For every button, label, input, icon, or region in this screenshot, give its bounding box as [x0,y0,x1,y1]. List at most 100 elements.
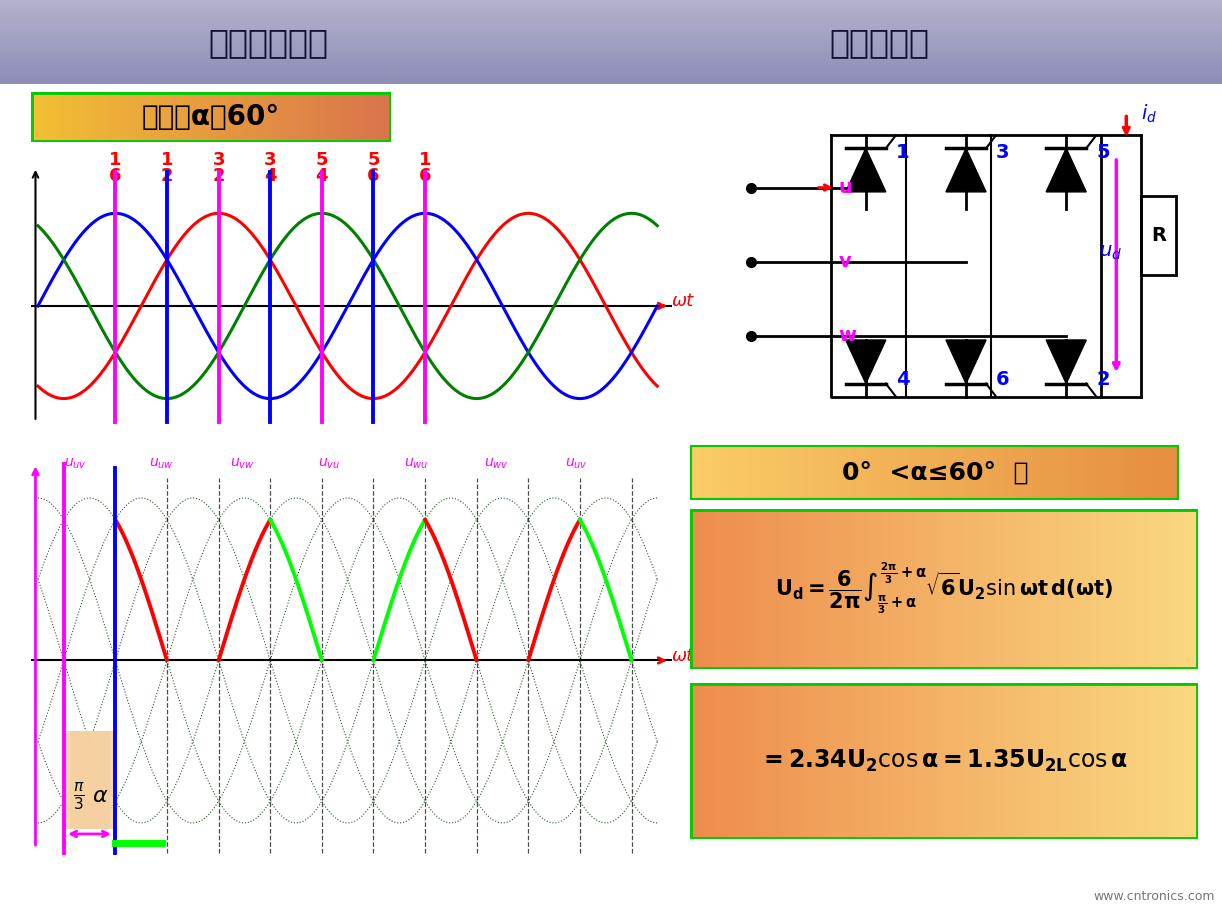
Bar [843,683,848,839]
Bar [1188,509,1193,669]
Bar [954,683,959,839]
Bar [752,683,756,839]
Bar [930,445,935,500]
Bar [276,92,280,142]
Bar [1009,509,1015,669]
Bar [759,445,764,500]
Bar [1075,683,1081,839]
Bar [749,445,754,500]
Bar [730,445,734,500]
Text: $u_{vu}$: $u_{vu}$ [318,457,340,470]
Text: 3: 3 [996,143,1009,162]
Bar [1125,445,1130,500]
Bar [910,445,915,500]
Bar [323,92,326,142]
Bar [197,92,200,142]
Bar [736,509,741,669]
Text: 6: 6 [367,167,380,185]
Bar [891,445,896,500]
Bar [731,683,736,839]
Bar [117,92,121,142]
Bar [959,509,964,669]
Bar [802,683,807,839]
Bar [964,683,969,839]
Bar [282,92,286,142]
Bar [857,445,862,500]
Bar [813,509,818,669]
Bar [934,509,938,669]
Bar [938,509,943,669]
Bar [940,445,945,500]
Bar [793,445,798,500]
Bar [34,92,38,142]
Polygon shape [946,340,986,383]
Bar [1117,509,1122,669]
Bar [711,509,716,669]
Bar [822,445,827,500]
Bar [1172,683,1177,839]
Bar [769,445,774,500]
Bar [175,92,178,142]
Bar [1051,509,1056,669]
Bar [149,92,153,142]
Bar [919,683,924,839]
Bar [868,683,873,839]
Bar [1101,683,1106,839]
Bar [1091,683,1096,839]
Bar [818,445,822,500]
Text: ωt: ωt [672,646,694,665]
Bar [1000,683,1004,839]
Bar [761,683,766,839]
Bar [813,683,818,839]
Bar [1015,683,1020,839]
Bar [818,683,822,839]
Bar [700,509,705,669]
Bar [832,509,837,669]
Bar [863,509,868,669]
Bar [884,509,888,669]
Bar [92,92,95,142]
Bar [893,683,898,839]
Bar [1140,445,1145,500]
Bar [881,445,886,500]
Bar [974,509,980,669]
Bar [1121,445,1125,500]
Bar [832,683,837,839]
Text: v: v [838,252,851,271]
Bar [1061,509,1066,669]
Bar [1188,683,1193,839]
Bar [807,509,813,669]
Bar [64,92,67,142]
Bar [901,445,906,500]
Text: 4: 4 [896,370,909,389]
Bar [879,509,884,669]
Bar [290,92,293,142]
Bar [777,509,782,669]
Bar [258,92,262,142]
Bar [99,92,103,142]
Bar [695,683,700,839]
Bar [376,92,380,142]
Bar [1004,683,1009,839]
Bar [200,92,204,142]
Bar [813,445,818,500]
Bar [53,92,56,142]
Bar [1020,509,1025,669]
Bar [362,92,365,142]
Bar [1136,509,1141,669]
Bar [243,92,247,142]
Bar [1130,445,1135,500]
Bar [935,445,940,500]
FancyBboxPatch shape [62,731,110,829]
Bar [356,92,358,142]
Bar [214,92,218,142]
Bar [807,683,813,839]
Bar [334,92,337,142]
Text: 三相桥式全控: 三相桥式全控 [209,26,329,59]
Bar [1160,445,1165,500]
Bar [873,509,879,669]
Bar [358,92,362,142]
Bar [1101,509,1106,669]
Bar [1081,445,1086,500]
Bar [345,92,348,142]
